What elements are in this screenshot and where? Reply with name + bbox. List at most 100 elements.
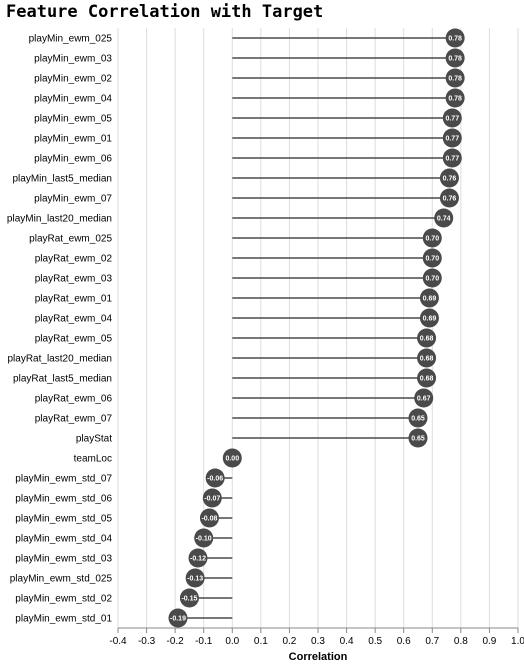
marker <box>439 188 459 208</box>
category-label: playMin_ewm_std_02 <box>15 594 112 605</box>
value-label: 0.65 <box>411 416 425 423</box>
category-label: playRat_ewm_07 <box>35 414 113 425</box>
category-label: playMin_ewm_02 <box>34 74 112 85</box>
value-label: 0.76 <box>443 176 457 183</box>
marker <box>442 148 462 168</box>
category-label: playMin_ewm_05 <box>34 114 112 125</box>
category-label: playMin_ewm_std_01 <box>15 614 112 625</box>
marker <box>417 368 437 388</box>
value-label: 0.68 <box>420 336 434 343</box>
value-label: -0.08 <box>201 516 217 523</box>
category-label: playMin_ewm_07 <box>34 194 112 205</box>
category-label: playMin_ewm_std_06 <box>15 494 112 505</box>
marker <box>408 408 428 428</box>
value-label: -0.19 <box>170 616 186 623</box>
category-label: playRat_last20_median <box>7 354 112 365</box>
x-tick-label: -0.2 <box>167 636 185 647</box>
value-label: -0.07 <box>204 496 220 503</box>
stems <box>178 37 456 619</box>
category-label: playMin_ewm_std_03 <box>15 554 112 565</box>
value-label: 0.69 <box>423 316 437 323</box>
category-label: playMin_ewm_std_025 <box>10 574 113 585</box>
category-label: playMin_ewm_06 <box>34 154 112 165</box>
marker <box>194 528 214 548</box>
marker <box>442 108 462 128</box>
value-label: 0.78 <box>448 36 462 43</box>
marker <box>408 428 428 448</box>
marker <box>188 548 208 568</box>
x-tick-label: 0.3 <box>311 636 325 647</box>
value-label: 0.77 <box>445 136 459 143</box>
marker <box>422 228 442 248</box>
marker <box>445 28 465 48</box>
value-label: 0.67 <box>417 396 431 403</box>
chart-title: Feature Correlation with Target <box>6 2 324 22</box>
markers: 0.78 0.78 0.78 0.78 0.77 0.77 0.77 0.76 0.76 0.74… <box>168 28 465 628</box>
marker <box>422 268 442 288</box>
x-tick-label: -0.4 <box>109 636 127 647</box>
category-label: playStat <box>76 434 112 445</box>
marker <box>222 448 242 468</box>
marker <box>445 68 465 88</box>
x-axis-title: Correlation <box>289 651 348 663</box>
category-label: playRat_ewm_025 <box>29 234 112 245</box>
marker <box>419 288 439 308</box>
category-label: playMin_ewm_std_05 <box>15 514 112 525</box>
category-label: playRat_ewm_05 <box>35 334 113 345</box>
x-tick-label: -0.1 <box>195 636 213 647</box>
grid-lines <box>117 28 519 628</box>
value-label: 0.78 <box>448 56 462 63</box>
value-label: -0.06 <box>207 476 223 483</box>
category-label: teamLoc <box>74 454 112 465</box>
x-tick-label: 0.8 <box>454 636 468 647</box>
x-tick-label: 0.6 <box>397 636 411 647</box>
marker <box>199 508 219 528</box>
x-tick-label: 0.5 <box>368 636 382 647</box>
category-label: playRat_ewm_02 <box>35 254 113 265</box>
value-label: -0.10 <box>196 536 212 543</box>
marker <box>205 468 225 488</box>
value-label: 0.00 <box>225 456 239 463</box>
category-label: playRat_ewm_03 <box>35 274 113 285</box>
marker <box>168 608 188 628</box>
marker <box>439 168 459 188</box>
value-label: 0.70 <box>425 236 439 243</box>
marker <box>179 588 199 608</box>
category-label: playRat_ewm_01 <box>35 294 113 305</box>
marker <box>202 488 222 508</box>
marker <box>434 208 454 228</box>
category-label: playMin_ewm_std_07 <box>15 474 112 485</box>
marker <box>422 248 442 268</box>
value-label: 0.70 <box>425 276 439 283</box>
marker <box>417 328 437 348</box>
x-tick-label: 1.0 <box>511 636 524 647</box>
value-label: -0.12 <box>190 556 206 563</box>
category-label: playMin_ewm_025 <box>29 34 113 45</box>
value-label: 0.77 <box>445 116 459 123</box>
marker <box>445 88 465 108</box>
marker <box>442 128 462 148</box>
value-label: 0.68 <box>420 376 434 383</box>
category-label: playMin_ewm_03 <box>34 54 112 65</box>
value-label: 0.68 <box>420 356 434 363</box>
value-label: -0.13 <box>187 576 203 583</box>
value-label: 0.69 <box>423 296 437 303</box>
marker <box>417 348 437 368</box>
category-label: playMin_last20_median <box>7 214 112 225</box>
value-label: 0.78 <box>448 76 462 83</box>
x-tick-label: 0.1 <box>254 636 268 647</box>
value-label: 0.70 <box>425 256 439 263</box>
marker <box>185 568 205 588</box>
marker <box>445 48 465 68</box>
value-label: 0.65 <box>411 436 425 443</box>
category-label: playMin_ewm_01 <box>34 134 112 145</box>
value-label: 0.77 <box>445 156 459 163</box>
category-label: playMin_last5_median <box>12 174 112 185</box>
x-tick-label: 0.2 <box>282 636 296 647</box>
x-tick-label: -0.3 <box>138 636 156 647</box>
x-axis: -0.4 -0.3 -0.2 -0.1 0.0 0.1 0.2 0.3 0.4 0.5 0.6 0.7… <box>109 627 524 647</box>
category-label: playRat_last5_median <box>13 374 112 385</box>
x-tick-label: 0.7 <box>425 636 439 647</box>
x-tick-label: 0.4 <box>340 636 354 647</box>
